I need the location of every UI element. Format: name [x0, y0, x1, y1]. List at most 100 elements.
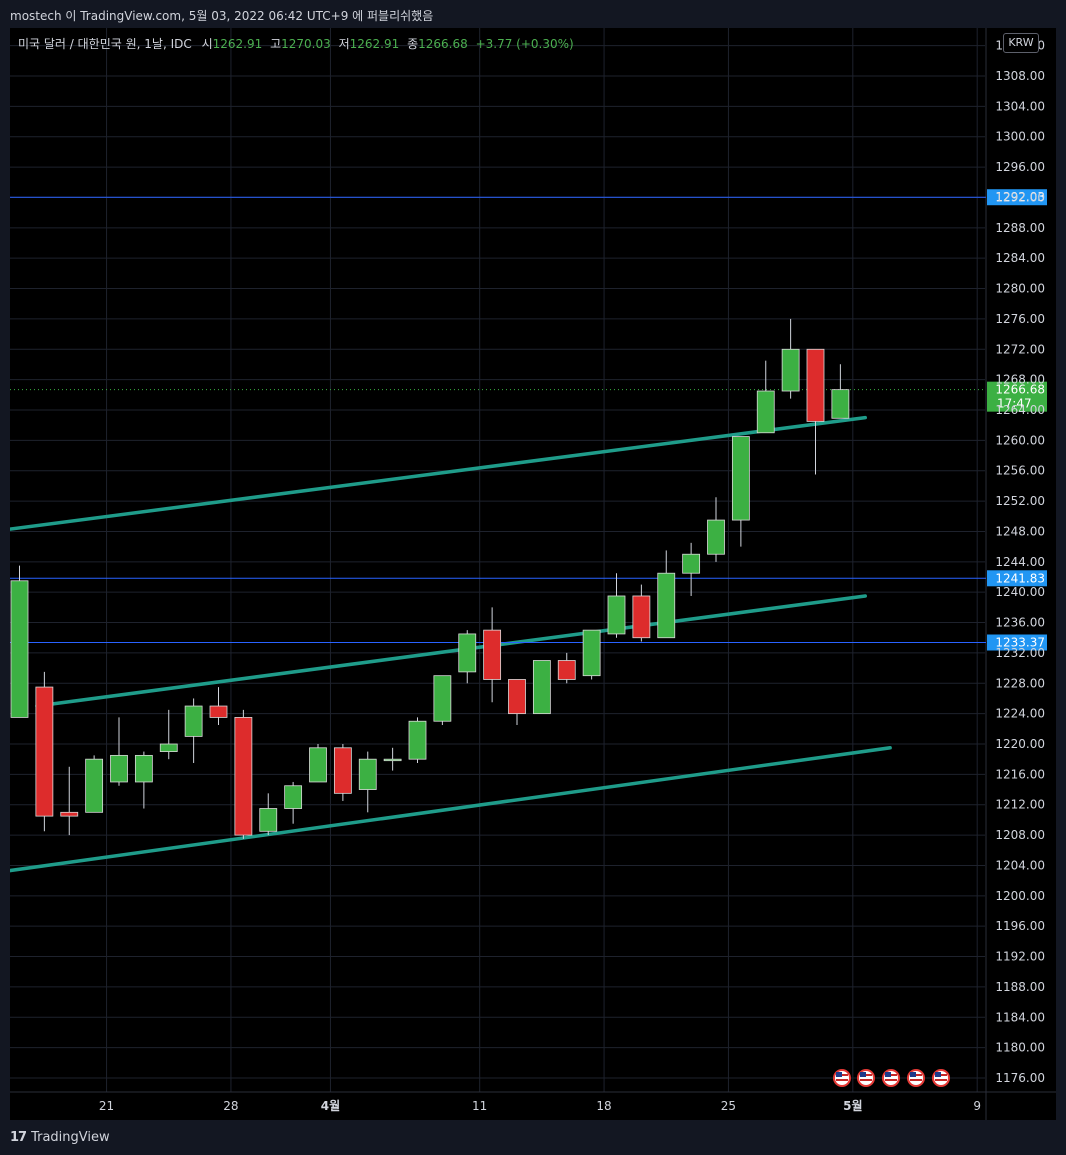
candle-body [458, 633, 477, 673]
chart-frame[interactable]: 1292.03 1241.83 1233.37 1266.68 17:47 1176.0… [10, 28, 1056, 1120]
price-tick-label: 1244.00 [995, 555, 1045, 569]
price-tick-label: 1296.00 [995, 160, 1045, 174]
candle-body [284, 785, 303, 809]
price-tick-label: 1180.00 [995, 1041, 1045, 1055]
candle-body [731, 436, 750, 521]
last-price-badge [987, 381, 1047, 412]
price-tick-label: 1268.00 [995, 373, 1045, 387]
candle [532, 660, 551, 715]
candle-body [134, 754, 153, 783]
candle-body [508, 679, 526, 715]
price-tick-label: 1280.00 [995, 282, 1045, 296]
trend-line [35, 594, 867, 708]
price-tick-label: 1188.00 [995, 980, 1045, 994]
price-tick-label: 1252.00 [995, 494, 1045, 508]
low-label: 저 [338, 37, 350, 51]
price-tick-label: 1232.00 [995, 646, 1045, 660]
candle-body [756, 390, 775, 434]
us-flag-event-icon[interactable] [907, 1069, 925, 1087]
price-tick-label: 1204.00 [995, 858, 1045, 872]
candle-body [234, 717, 253, 836]
candle-body [582, 629, 601, 677]
candle [309, 744, 327, 783]
price-tick-label: 1184.00 [995, 1010, 1045, 1024]
candle [110, 717, 128, 786]
candle [35, 671, 54, 832]
candle [657, 550, 676, 639]
price-tick-label: 1216.00 [995, 767, 1045, 781]
candle [582, 629, 601, 680]
price-tick-label: 1284.00 [995, 251, 1045, 265]
trend-line [10, 415, 867, 531]
candle [60, 766, 79, 836]
candle-body [85, 758, 104, 813]
event-flag-stripe [935, 1079, 947, 1081]
grid [10, 28, 1056, 1120]
price-tick-label: 1300.00 [995, 130, 1045, 144]
candle-body [259, 808, 278, 832]
price-tick-label: 1240.00 [995, 585, 1045, 599]
footer-brand[interactable]: 17 TradingView [10, 1130, 110, 1145]
candle [508, 679, 526, 726]
price-tick-label: 1272.00 [995, 342, 1045, 356]
open-value: 1262.91 [212, 37, 263, 51]
price-tick-label: 1208.00 [995, 828, 1045, 842]
candle [458, 630, 477, 684]
high-label: 고 [270, 37, 282, 51]
candle-body [35, 686, 54, 817]
event-flag-canton [885, 1072, 891, 1077]
brand-name: TradingView [31, 1130, 110, 1145]
price-tick-label: 1260.00 [995, 433, 1045, 447]
open-label: 시 [201, 37, 213, 51]
candle [607, 573, 626, 638]
candle-body [483, 629, 502, 680]
event-flag-stripe [860, 1079, 872, 1081]
candle [831, 364, 850, 419]
us-flag-event-icon[interactable] [857, 1069, 875, 1087]
time-tick-label: 5월 [843, 1098, 862, 1113]
price-level-badge [987, 634, 1047, 651]
close-label: 종 [407, 37, 419, 51]
candle-body [159, 743, 178, 752]
trend-line [10, 746, 892, 873]
price-tick-label: 1276.00 [995, 312, 1045, 326]
candle [259, 793, 278, 836]
currency-button[interactable]: KRW [1003, 33, 1039, 53]
price-tick-label: 1304.00 [995, 99, 1045, 113]
candle-body [433, 675, 452, 722]
candle [234, 709, 253, 839]
low-value: 1262.91 [349, 37, 400, 51]
candle-body [60, 811, 79, 817]
us-flag-event-icon[interactable] [882, 1069, 900, 1087]
price-tick-label: 1292.00 [995, 190, 1045, 204]
event-flag-stripe [885, 1079, 897, 1081]
candle [10, 565, 29, 718]
us-flag-event-icon[interactable] [833, 1069, 851, 1087]
symbol-title: 미국 달러 / 대한민국 원, 1날, IDC [18, 37, 192, 51]
candle-body [10, 580, 29, 718]
price-level-badge [987, 189, 1047, 206]
bar-countdown-label: 17:47 [997, 397, 1032, 411]
price-level-label: 1292.03 [995, 190, 1045, 204]
time-tick-label: 25 [721, 1099, 736, 1113]
price-tick-label: 1308.00 [995, 69, 1045, 83]
attribution-text: mostech 이 TradingView.com, 5월 03, 2022 0… [10, 9, 434, 23]
price-tick-label: 1228.00 [995, 676, 1045, 690]
candle [731, 436, 750, 547]
event-flag-canton [935, 1072, 941, 1077]
candle-body [707, 519, 725, 555]
tradingview-logo-icon: 17 [10, 1130, 27, 1145]
us-flag-event-icon[interactable] [932, 1069, 950, 1087]
candle [333, 744, 352, 801]
candle [284, 781, 303, 824]
price-tick-label: 1220.00 [995, 737, 1045, 751]
time-tick-label: 4월 [321, 1098, 340, 1113]
last-price-label: 1266.68 [995, 383, 1045, 397]
candle [632, 584, 651, 642]
price-tick-label: 1200.00 [995, 889, 1045, 903]
close-value: 1266.68 [418, 37, 468, 51]
candle [184, 698, 203, 763]
candle-body [657, 572, 676, 639]
